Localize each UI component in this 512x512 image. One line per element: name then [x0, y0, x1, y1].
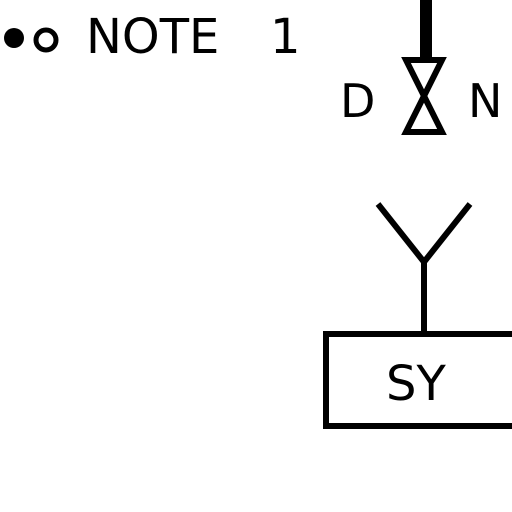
valve-label-d: D [340, 74, 375, 128]
note-legend: NOTE 1 [4, 9, 301, 65]
note-label: NOTE [86, 9, 219, 65]
hollow-circle-icon [33, 27, 59, 53]
valve-lower-triangle [401, 89, 447, 135]
filled-circle-icon [4, 28, 24, 48]
sy-block: SY [323, 331, 512, 429]
valve-upper-triangle [401, 57, 447, 103]
sy-block-label: SY [386, 356, 446, 412]
y-fork [375, 202, 473, 267]
y-symbol [375, 202, 473, 334]
valve-stem [420, 0, 432, 62]
sy-block-outline [323, 331, 512, 429]
valve-label-n: N [468, 74, 502, 128]
note-number: 1 [270, 9, 301, 65]
valve-symbol: D N [340, 0, 502, 135]
